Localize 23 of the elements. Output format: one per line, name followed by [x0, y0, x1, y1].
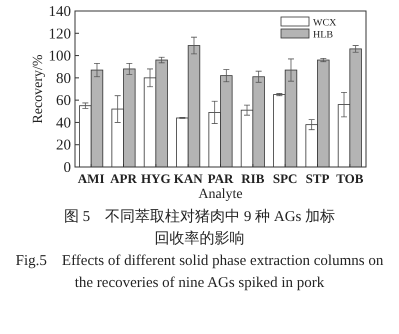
legend-label: WCX [313, 18, 338, 28]
x-tick-label: SPC [272, 171, 298, 186]
y-axis-title: Recovery/% [31, 54, 46, 124]
x-tick-label: APR [110, 171, 138, 186]
x-tick-label: HYG [141, 171, 171, 186]
x-tick-label: RIB [241, 171, 265, 186]
y-tick-label: 20 [56, 138, 71, 154]
caption: 图 5 不同萃取柱对猪肉中 9 种 AGs 加标回收率的影响 [62, 208, 336, 249]
y-tick-label: 140 [48, 4, 71, 20]
x-axis-title: Analyte [198, 187, 243, 202]
legend-label: HLB [313, 30, 334, 40]
y-tick-label: 120 [48, 26, 71, 42]
y-tick-label: 0 [64, 160, 71, 176]
y-tick-label: 80 [56, 70, 71, 87]
x-tick-label: PAR [208, 171, 234, 186]
y-tick-label: 40 [56, 115, 71, 132]
x-tick-label: KAN [174, 171, 204, 186]
x-tick-label: TOB [336, 171, 364, 186]
y-tick-label: 60 [56, 93, 71, 110]
x-tick-label: STP [306, 171, 330, 186]
x-tick-label: AMI [78, 171, 105, 186]
y-tick-label: 100 [48, 48, 71, 65]
caption: Fig.5 Effects of different solid phase extraction columns on the recoveries of nine AGs spiked in pork [14, 252, 384, 293]
